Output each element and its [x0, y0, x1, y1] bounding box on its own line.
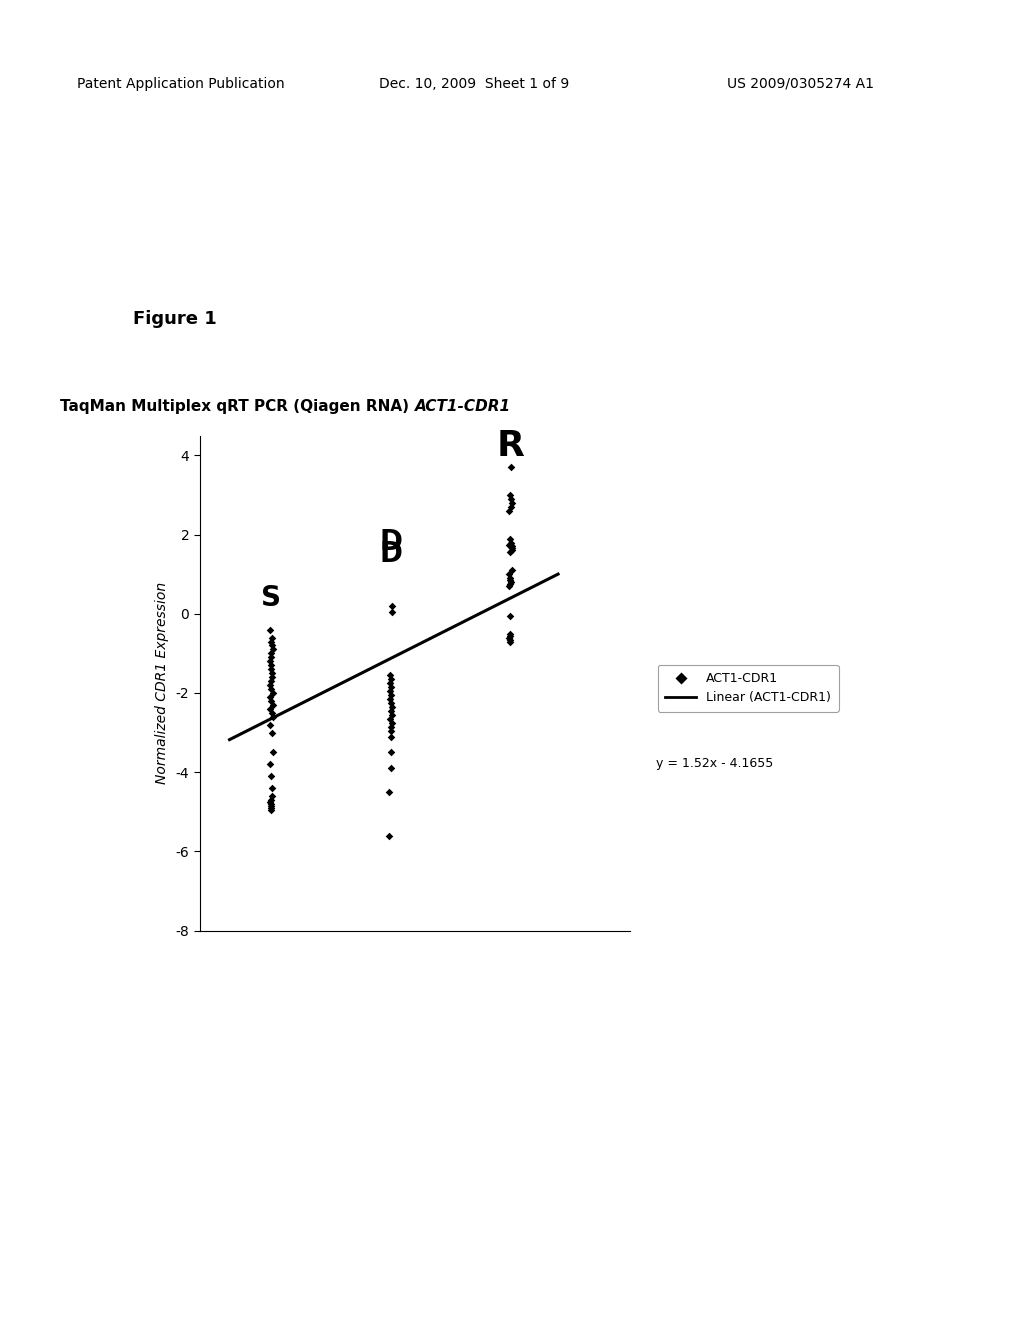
Point: [503, 457, 519, 478]
Text: y = 1.52x - 4.1655: y = 1.52x - 4.1655: [655, 758, 773, 771]
Point: [502, 623, 518, 644]
Point: [264, 785, 281, 807]
Point: [262, 651, 279, 672]
Point: [263, 647, 280, 668]
Point: [501, 535, 517, 556]
Point: [383, 669, 399, 690]
Point: [384, 713, 400, 734]
Point: [264, 663, 281, 684]
Point: [502, 626, 518, 647]
Point: [382, 689, 398, 710]
Point: [381, 781, 397, 803]
Point: [502, 484, 518, 506]
Point: [382, 708, 398, 729]
Legend: ACT1-CDR1, Linear (ACT1-CDR1): ACT1-CDR1, Linear (ACT1-CDR1): [657, 664, 839, 711]
Point: [262, 619, 279, 640]
Point: [263, 800, 280, 821]
Point: [384, 705, 400, 726]
Text: Figure 1: Figure 1: [133, 310, 217, 329]
Point: [501, 576, 517, 597]
Point: [382, 673, 398, 694]
Text: Dec. 10, 2009  Sheet 1 of 9: Dec. 10, 2009 Sheet 1 of 9: [379, 77, 569, 91]
Point: [263, 702, 280, 723]
Point: [261, 698, 278, 719]
Text: US 2009/0305274 A1: US 2009/0305274 A1: [727, 77, 874, 91]
Text: S: S: [261, 583, 282, 612]
Point: [382, 700, 398, 721]
Text: D: D: [379, 540, 402, 569]
Point: [383, 693, 399, 714]
Point: [265, 639, 282, 660]
Point: [501, 627, 517, 648]
Point: [265, 694, 282, 715]
Point: [264, 627, 281, 648]
Point: [263, 690, 280, 711]
Point: [263, 793, 280, 814]
Point: [263, 766, 280, 787]
Point: [264, 742, 281, 763]
Point: [502, 528, 518, 549]
Point: [263, 789, 280, 810]
Point: [383, 684, 399, 705]
Point: [263, 631, 280, 652]
Point: [501, 500, 517, 521]
Point: [265, 706, 282, 727]
Point: [262, 678, 279, 700]
Point: [264, 777, 281, 799]
Point: [382, 721, 398, 742]
Point: [502, 543, 518, 564]
Point: [502, 630, 518, 651]
Point: [503, 496, 519, 517]
Point: [264, 682, 281, 704]
Point: [504, 536, 520, 557]
Point: [382, 665, 398, 686]
Point: [383, 726, 399, 747]
Point: [381, 825, 397, 846]
Point: [263, 671, 280, 692]
Point: [501, 564, 517, 585]
Point: [263, 797, 280, 818]
Point: [383, 742, 399, 763]
Point: [264, 635, 281, 656]
Point: [503, 532, 519, 553]
Point: [261, 675, 278, 696]
Point: [504, 560, 520, 581]
Point: [503, 572, 519, 593]
Point: [262, 754, 279, 775]
Point: [383, 676, 399, 697]
Point: [262, 792, 279, 813]
Text: D: D: [379, 528, 402, 557]
Point: [262, 686, 279, 708]
Point: [382, 715, 398, 737]
Point: [502, 631, 518, 652]
Text: TaqMan Multiplex qRT PCR (Qiagen RNA): TaqMan Multiplex qRT PCR (Qiagen RNA): [60, 400, 415, 414]
Point: [382, 758, 398, 779]
Y-axis label: Normalized CDR1 Expression: Normalized CDR1 Expression: [155, 582, 169, 784]
Point: [262, 655, 279, 676]
Point: [263, 722, 280, 743]
Point: [383, 697, 399, 718]
Point: [502, 573, 518, 594]
Text: Patent Application Publication: Patent Application Publication: [77, 77, 285, 91]
Point: [504, 540, 520, 561]
Point: [502, 568, 518, 589]
Point: [504, 492, 520, 513]
Point: [504, 539, 520, 560]
Point: [263, 643, 280, 664]
Text: R: R: [497, 429, 524, 462]
Point: [384, 595, 400, 616]
Point: [384, 602, 400, 623]
Point: [263, 659, 280, 680]
Point: [264, 667, 281, 688]
Point: [503, 488, 519, 510]
Point: [502, 570, 518, 591]
Point: [263, 795, 280, 816]
Text: ACT1-CDR1: ACT1-CDR1: [415, 400, 511, 414]
Point: [502, 605, 518, 627]
Point: [382, 681, 398, 702]
Point: [262, 714, 279, 735]
